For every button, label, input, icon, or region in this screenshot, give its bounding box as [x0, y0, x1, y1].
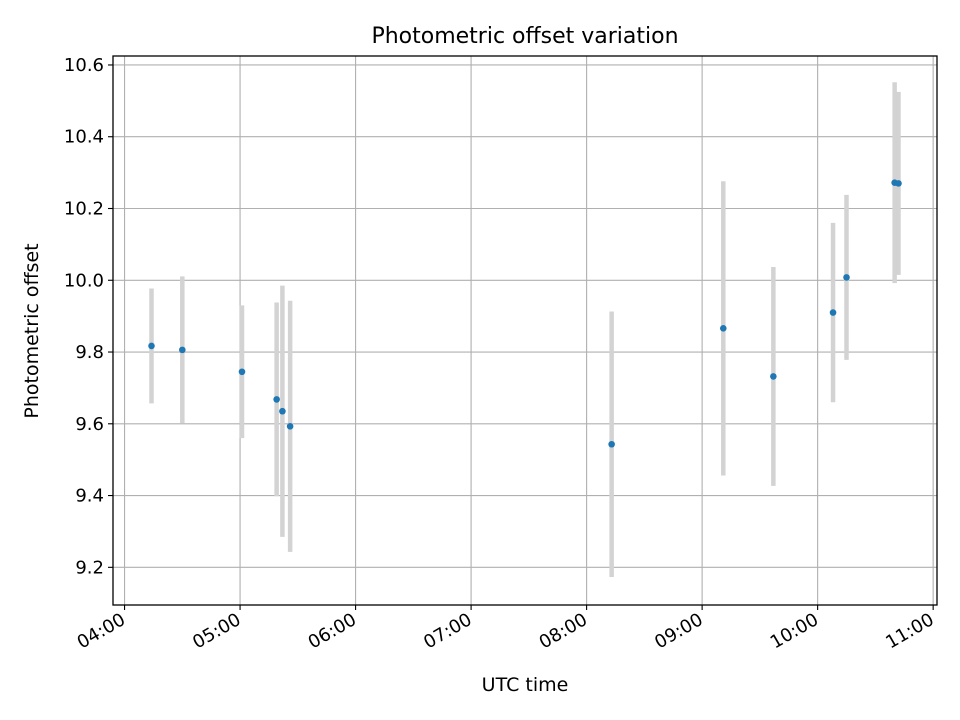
data-point: [179, 346, 186, 354]
y-tick-label: 10.4: [64, 127, 104, 148]
x-axis-label: UTC time: [482, 674, 569, 696]
data-point: [770, 373, 777, 380]
y-tick-label: 9.2: [75, 557, 104, 578]
data-point: [279, 407, 286, 415]
data-point: [608, 440, 615, 448]
grid: [113, 56, 937, 605]
data-point: [273, 396, 280, 403]
data-point: [719, 325, 727, 332]
data-point: [148, 342, 155, 350]
y-axis-ticks: 9.2 9.4 9.6 9.8 10.0 10.2 10.4 10.6: [64, 55, 113, 578]
x-tick-label: 07:00: [420, 609, 475, 653]
data-point: [829, 309, 837, 316]
data-point: [895, 180, 902, 187]
x-tick-label: 08:00: [536, 609, 591, 653]
y-axis-label: Photometric offset: [21, 243, 43, 418]
x-tick-label: 06:00: [305, 609, 360, 653]
plot-frame: [112, 55, 938, 606]
y-tick-label: 10.0: [64, 270, 104, 291]
data-point: [286, 423, 294, 430]
x-tick-label: 10:00: [767, 609, 822, 653]
x-axis-ticks: 04:00 05:00 06:00 07:00 08:00 09:00 10:00 11:00: [74, 605, 938, 653]
y-tick-label: 9.8: [75, 342, 104, 363]
x-tick-label: 05:00: [189, 609, 244, 653]
data-points: [148, 179, 902, 448]
chart-title: Photometric offset variation: [371, 24, 678, 49]
y-tick-label: 9.6: [75, 414, 104, 435]
x-tick-label: 11:00: [882, 609, 937, 653]
y-tick-label: 10.6: [64, 55, 104, 76]
data-point: [238, 368, 246, 376]
y-tick-label: 9.4: [75, 486, 104, 507]
data-point: [843, 274, 850, 281]
errorbars: [149, 82, 901, 578]
y-tick-label: 10.2: [64, 199, 104, 220]
x-tick-label: 09:00: [651, 609, 706, 653]
x-tick-label: 04:00: [74, 609, 129, 653]
